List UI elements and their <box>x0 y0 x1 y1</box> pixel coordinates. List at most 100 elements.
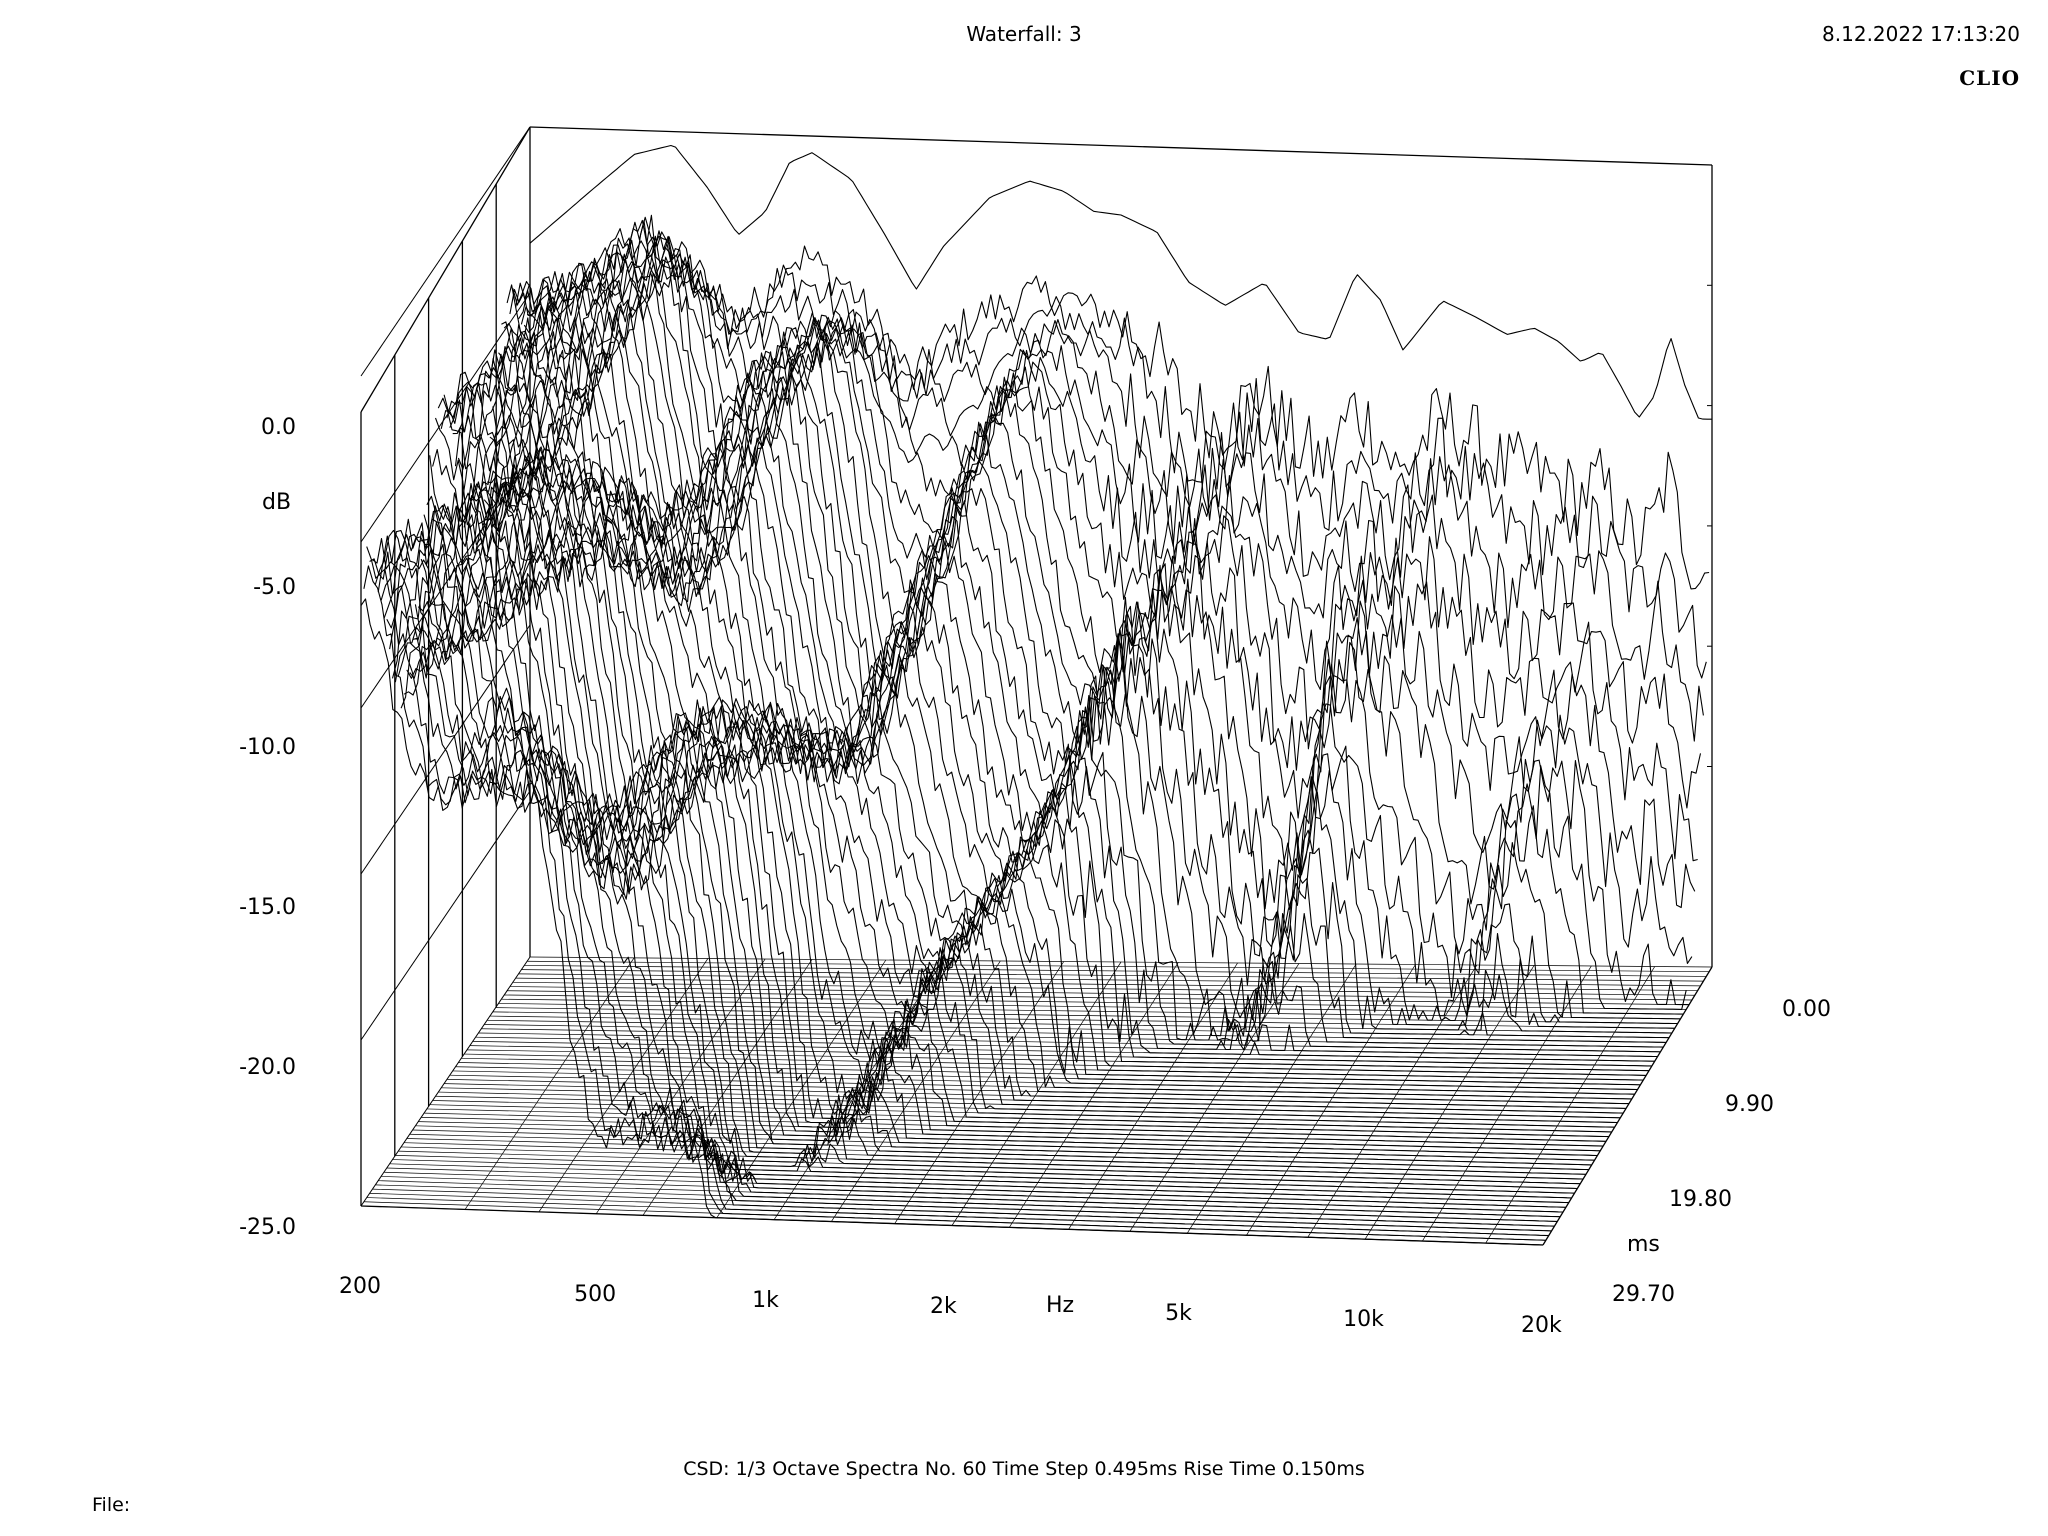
floor-freq-line <box>1485 966 1656 1244</box>
x-tick-label: 2k <box>930 1293 957 1319</box>
brand-logo: CLIO <box>1959 66 2020 90</box>
floor-freq-line <box>1364 965 1535 1240</box>
spectrum-line <box>457 345 1641 1086</box>
spectrum-line <box>466 311 1650 1072</box>
y-tick-label: -20.0 <box>239 1055 296 1080</box>
spectra-group <box>360 144 1712 1246</box>
spectrum-line <box>417 456 1601 1152</box>
spectrum-line <box>509 235 1693 964</box>
x-tick-label: 200 <box>339 1274 381 1299</box>
spectrum-line <box>389 503 1572 1199</box>
spectrum-line <box>443 386 1627 1109</box>
z-tick-label: 0.00 <box>1782 997 1831 1022</box>
spectrum-line <box>523 246 1707 679</box>
spectrum-line <box>400 481 1584 1180</box>
spectrum-line <box>506 231 1690 1006</box>
spectrum-line <box>360 598 1544 1246</box>
floor-freq-line <box>831 960 1001 1222</box>
spectrum-line <box>503 216 1687 1010</box>
spectrum-line <box>452 367 1635 1095</box>
x-tick-label: 500 <box>574 1281 617 1307</box>
spectrum-line <box>386 518 1569 1204</box>
spectrum-line <box>380 518 1564 1213</box>
y-tick-label: -10.0 <box>239 735 296 760</box>
x-axis-label: Hz <box>1046 1293 1075 1318</box>
y-tick-label: 0.0 <box>261 415 296 440</box>
spectrum-line <box>374 529 1558 1222</box>
spectrum-line <box>383 534 1566 1208</box>
spectrum-line <box>437 397 1621 1119</box>
spectrum-line <box>414 467 1598 1157</box>
x-tick-label: 5k <box>1165 1301 1192 1327</box>
spectrum-line <box>432 448 1615 1128</box>
right-floor-edge <box>1542 966 1713 1246</box>
spectrum-line <box>529 144 1712 420</box>
spectrum-line <box>406 470 1589 1171</box>
z-axis-label: ms <box>1627 1232 1660 1257</box>
y-tick-label: -15.0 <box>239 895 296 920</box>
spectrum-line <box>397 482 1581 1185</box>
measurement-info: CSD: 1/3 Octave Spectra No. 60 Time Step… <box>683 1458 1365 1480</box>
chart-title: Waterfall: 3 <box>966 22 1082 46</box>
left-top-edge <box>360 126 531 413</box>
spectrum-line <box>434 417 1618 1124</box>
spectrum-line <box>526 230 1710 590</box>
spectrum-line <box>423 456 1607 1142</box>
floor-freq-line <box>1068 962 1238 1230</box>
x-tick-label: 1k <box>752 1287 779 1313</box>
spectrum-line <box>469 307 1652 1067</box>
spectrum-line <box>495 237 1678 1025</box>
spectrum-line <box>454 353 1638 1091</box>
z-tick-label: 19.80 <box>1669 1187 1732 1212</box>
floor-freq-line <box>595 958 766 1214</box>
floor-freq-line <box>1008 962 1179 1228</box>
spectrum-line <box>489 251 1672 1034</box>
spectrum-line <box>475 289 1658 1058</box>
spectrum-line <box>520 256 1704 742</box>
spectrum-line <box>512 254 1696 909</box>
spectrum-line <box>449 381 1632 1100</box>
floor-freq-line <box>1307 964 1478 1238</box>
spectrum-line <box>369 551 1552 1232</box>
spectrum-line <box>472 303 1655 1062</box>
floor-freq-line <box>773 960 944 1220</box>
spectrum-line <box>483 262 1667 1043</box>
floor-freq-line <box>464 957 635 1210</box>
spectrum-line <box>463 317 1647 1076</box>
db-grid-line <box>360 126 531 377</box>
spectrum-line <box>460 327 1644 1081</box>
floor-freq-line <box>1186 963 1357 1234</box>
spectrum-line <box>515 253 1698 862</box>
db-grid-line <box>360 292 531 543</box>
floor-freq-line <box>1246 964 1416 1236</box>
y-tick-label: -25.0 <box>239 1215 296 1240</box>
floor-freq-line <box>894 961 1065 1224</box>
floor-freq-line <box>642 959 813 1216</box>
spectrum-line <box>518 265 1702 809</box>
floor-freq-line <box>951 961 1122 1226</box>
y-axis-label: dB <box>262 490 292 515</box>
db-grid-line <box>360 956 531 1207</box>
spectrum-line <box>363 565 1546 1241</box>
x-tick-label: 20k <box>1521 1313 1562 1338</box>
x-tick-label: 10k <box>1343 1307 1384 1333</box>
timestamp: 8.12.2022 17:13:20 <box>1822 22 2020 46</box>
file-label: File: <box>92 1494 131 1516</box>
spectrum-line <box>429 454 1612 1133</box>
y-tick-label: -5.0 <box>253 575 296 600</box>
db-grid-line <box>360 790 531 1041</box>
spectrum-line <box>394 492 1578 1190</box>
z-tick-label: 9.90 <box>1725 1092 1774 1117</box>
spectrum-line <box>446 371 1629 1105</box>
spectrum-line <box>440 399 1624 1114</box>
spectrum-line <box>391 504 1575 1194</box>
spectrum-line <box>377 529 1561 1218</box>
floor-freq-line <box>1129 963 1300 1232</box>
spectrum-line <box>366 546 1549 1237</box>
z-tick-label: 29.70 <box>1612 1282 1675 1307</box>
spectrum-line <box>372 537 1555 1227</box>
spectrum-line <box>426 458 1609 1138</box>
back-top-edge <box>529 126 1713 166</box>
spectrum-line <box>501 214 1684 1015</box>
